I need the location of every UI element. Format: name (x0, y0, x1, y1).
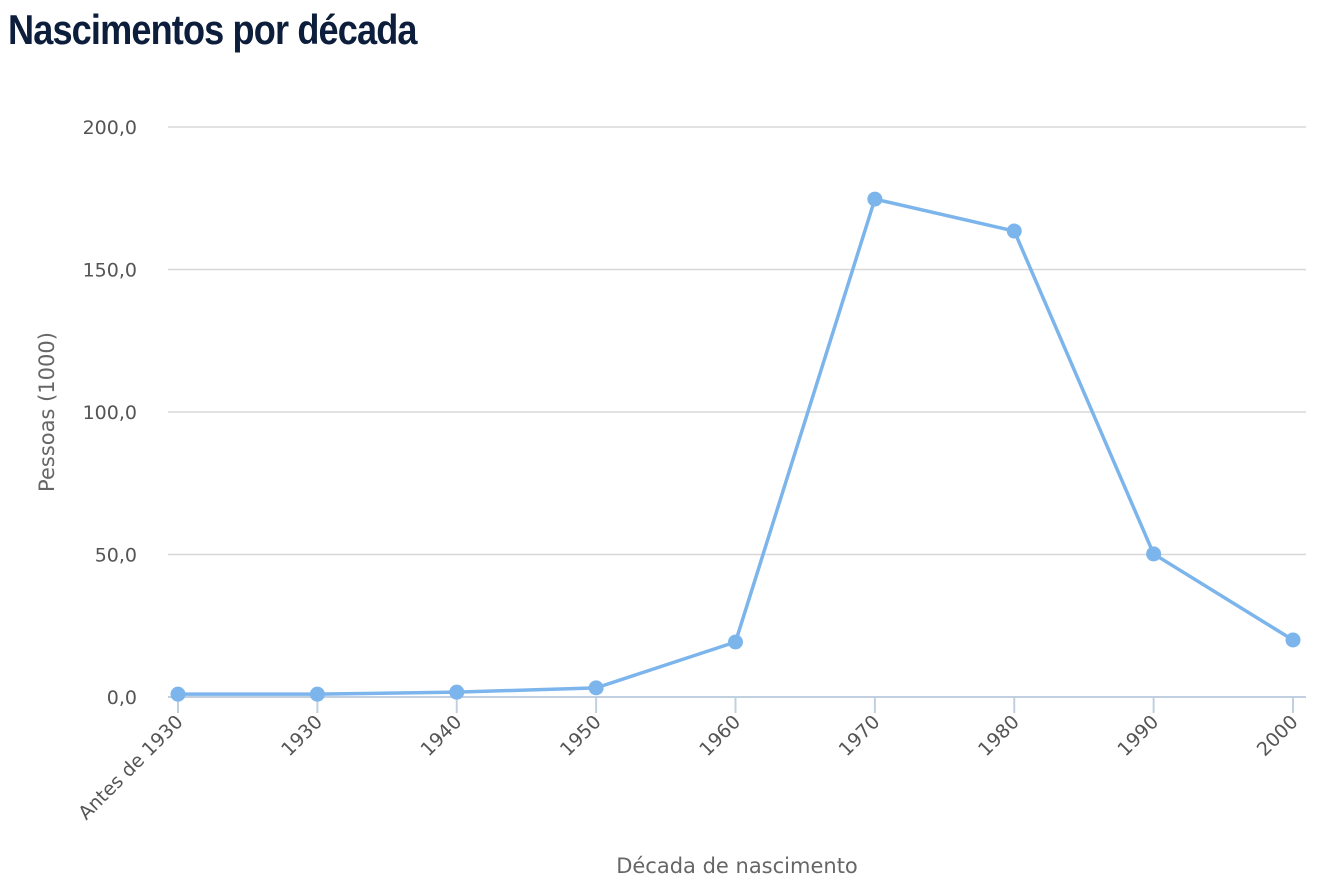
y-axis-ticks: 0,0 50,0 100,0 150,0 200,0 (83, 117, 137, 709)
x-tick-label: Antes de 1930 (74, 711, 187, 824)
data-point-marker[interactable] (170, 686, 186, 702)
x-tick-label: 1980 (974, 711, 1024, 761)
y-axis-title: Pessoas (1000) (35, 332, 59, 492)
x-tick-label: 1940 (417, 711, 467, 761)
data-point-marker[interactable] (728, 634, 743, 650)
x-axis-title: Década de nascimento (616, 854, 858, 878)
data-point-marker[interactable] (1285, 632, 1301, 648)
data-point-marker[interactable] (588, 680, 604, 696)
gridlines (168, 126, 1306, 556)
data-point-marker[interactable] (449, 684, 465, 700)
y-tick-label: 0,0 (107, 687, 137, 709)
y-tick-label: 150,0 (83, 260, 137, 282)
data-point-marker[interactable] (1006, 223, 1022, 239)
data-series (170, 191, 1301, 702)
x-tick-label: 1950 (556, 711, 606, 761)
y-tick-label: 50,0 (95, 545, 137, 567)
x-tick-label: 1960 (695, 711, 745, 761)
data-point-marker[interactable] (1146, 546, 1162, 562)
data-point-marker[interactable] (867, 191, 883, 207)
x-tick-label: 1990 (1113, 711, 1163, 761)
y-tick-label: 100,0 (83, 402, 137, 424)
x-axis: Antes de 1930 1930 1940 1950 1960 1970 1980 199… (74, 696, 1306, 824)
y-tick-label: 200,0 (83, 117, 137, 139)
x-tick-label: 2000 (1253, 711, 1303, 761)
data-point-marker[interactable] (309, 686, 325, 702)
chart-title: Nascimentos por década (8, 6, 418, 53)
series-line (178, 197, 1294, 696)
x-tick-label: 1930 (277, 711, 327, 761)
x-tick-label: 1970 (835, 711, 885, 761)
